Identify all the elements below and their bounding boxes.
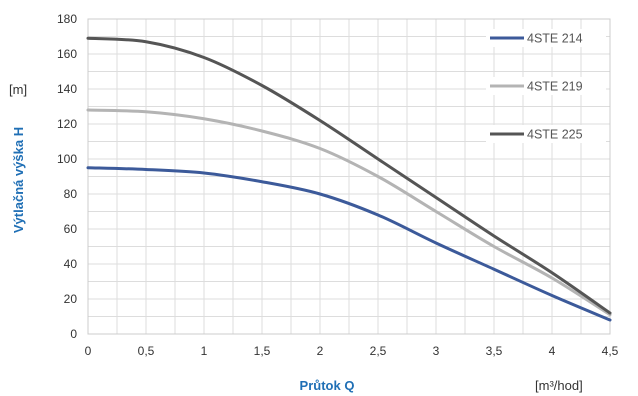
series-line-1 — [86, 166, 612, 322]
legend-label: 4STE 225 — [527, 128, 583, 142]
x-tick-label: 1,5 — [254, 344, 271, 358]
y-tick-label: 80 — [64, 187, 78, 201]
legend-label: 4STE 214 — [527, 32, 583, 46]
x-tick-label: 4,5 — [602, 344, 619, 358]
plot-border — [87, 18, 611, 335]
x-tick-label: 1 — [201, 344, 208, 358]
legend-item-background — [486, 77, 606, 95]
x-tick-label: 4 — [549, 344, 556, 358]
y-axis-title: Výtlačná výška H — [11, 127, 26, 233]
y-tick-label: 160 — [57, 47, 77, 61]
x-tick-labels: 0 0,5 1 1,5 2 2,5 3 3,5 4 4,5 — [85, 344, 619, 358]
y-tick-label: 0 — [70, 327, 77, 341]
y-tick-label: 60 — [64, 222, 78, 236]
x-tick-label: 2,5 — [370, 344, 387, 358]
y-tick-labels: 0 20 40 60 80 100 120 140 160 180 — [57, 12, 77, 341]
x-tick-label: 3 — [433, 344, 440, 358]
y-axis-unit: [m] — [9, 82, 27, 97]
series-line-3 — [86, 36, 612, 315]
y-tick-label: 120 — [57, 117, 77, 131]
y-tick-label: 40 — [64, 257, 78, 271]
x-tick-label: 0,5 — [138, 344, 155, 358]
legend: 4STE 214 4STE 219 4STE 225 — [486, 29, 606, 143]
x-tick-label: 2 — [317, 344, 324, 358]
legend-item-background — [486, 29, 606, 47]
legend-item-background — [486, 125, 606, 143]
x-axis-unit: [m³/hod] — [535, 378, 583, 393]
x-tick-label: 3,5 — [486, 344, 503, 358]
y-tick-label: 180 — [57, 12, 77, 26]
y-tick-label: 140 — [57, 82, 77, 96]
y-tick-label: 20 — [64, 292, 78, 306]
x-tick-label: 0 — [85, 344, 92, 358]
series-line-2 — [86, 108, 612, 317]
plot-area-frame — [87, 18, 611, 335]
x-axis-title: Průtok Q — [300, 378, 355, 393]
series-lines — [86, 36, 612, 322]
legend-label: 4STE 219 — [527, 80, 583, 94]
y-tick-label: 100 — [57, 152, 77, 166]
